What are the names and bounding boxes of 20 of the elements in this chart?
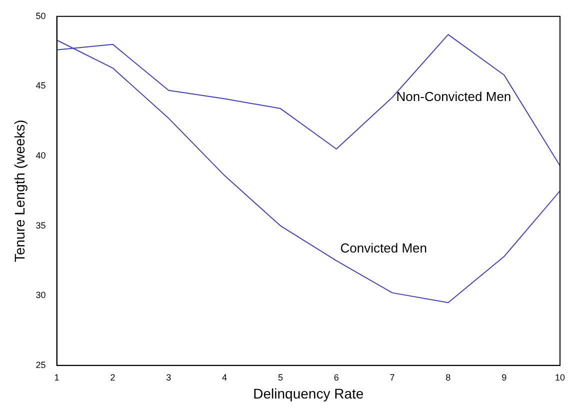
x-tick-label: 1: [54, 372, 60, 382]
series-label: Non-Convicted Men: [396, 88, 512, 104]
x-tick-label: 8: [446, 372, 451, 382]
y-tick-label: 30: [36, 290, 46, 300]
x-tick-label: 4: [222, 372, 228, 382]
y-tick-label: 25: [36, 360, 46, 370]
y-tick-label: 35: [36, 220, 46, 230]
x-tick-label: 7: [390, 372, 395, 382]
y-tick-label: 40: [36, 150, 46, 160]
x-tick-label: 6: [334, 372, 339, 382]
x-tick-label: 9: [502, 372, 507, 382]
x-tick-label: 10: [554, 372, 566, 382]
x-axis-title: Delinquency Rate: [253, 385, 364, 402]
x-tick-label: 5: [278, 372, 283, 382]
x-tick-label: 3: [166, 372, 172, 382]
series-label: Convicted Men: [340, 240, 427, 256]
y-axis-title: Tenure Length (weeks): [11, 120, 28, 262]
x-tick-label: 2: [110, 372, 116, 382]
y-tick-label: 45: [36, 80, 46, 91]
y-tick-label: 50: [36, 10, 46, 21]
